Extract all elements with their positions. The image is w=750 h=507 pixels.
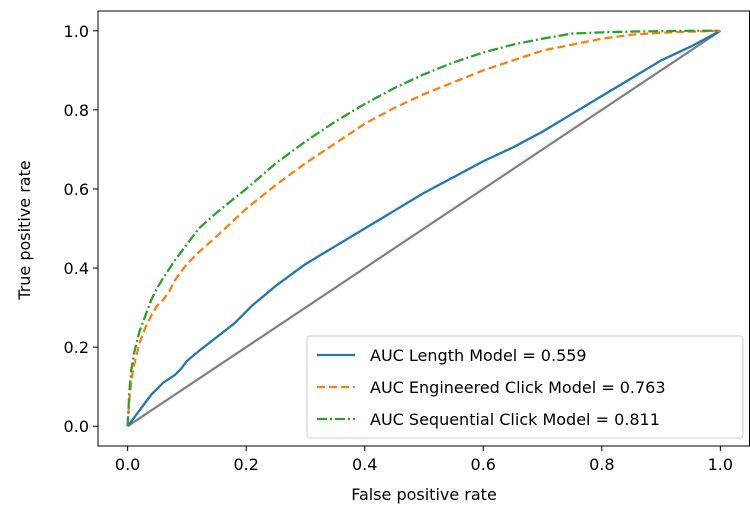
y-tick-label: 0.4 [64,259,89,278]
legend-label-2: AUC Sequential Click Model = 0.811 [370,410,660,429]
series-line-2 [126,29,721,427]
plot-area [126,29,721,428]
x-axis-label: False positive rate [351,485,497,504]
axes: 0.0 0.2 0.4 0.6 0.8 1.0 0.0 0.2 0.4 0.6 0.8 1.0 [64,10,750,474]
x-tick-label: 0.4 [352,455,377,474]
series-line-1 [126,29,721,427]
y-axis-label: True positive rate [15,160,34,300]
x-tick-label: 0.0 [115,455,140,474]
y-tick-label: 0.8 [64,101,89,120]
legend-label-0: AUC Length Model = 0.559 [370,346,587,365]
y-tick-label: 0.2 [64,338,89,357]
reference-diagonal-line [127,29,721,428]
legend-box [306,335,744,439]
legend-label-1: AUC Engineered Click Model = 0.763 [370,378,666,397]
x-tick-label: 1.0 [708,455,733,474]
legend: AUC Length Model = 0.559 AUC Engineered C… [306,335,744,439]
x-tick-label: 0.6 [471,455,496,474]
x-tick-label: 0.2 [233,455,258,474]
x-tick-label: 0.8 [589,455,614,474]
series-line-0 [126,29,721,427]
y-tick-label: 1.0 [64,22,89,41]
y-tick-label: 0.6 [64,180,89,199]
y-tick-label: 0.0 [64,417,89,436]
